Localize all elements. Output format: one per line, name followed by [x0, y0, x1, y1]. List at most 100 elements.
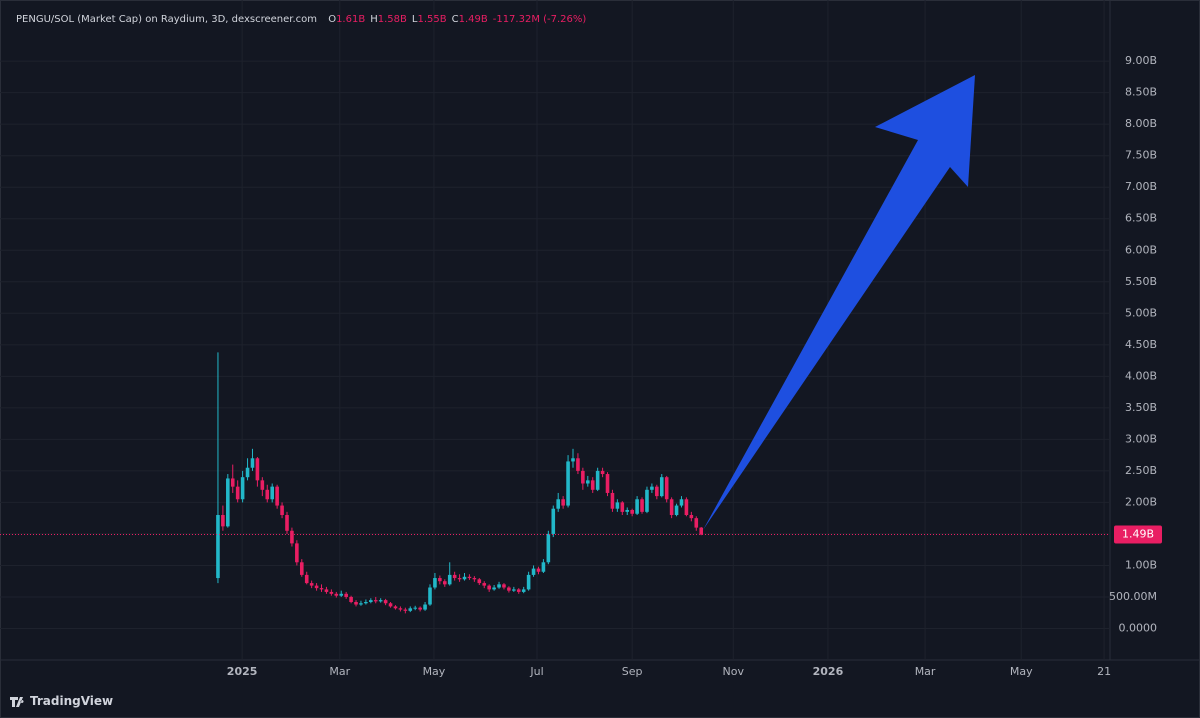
candle-body	[447, 574, 452, 585]
candle-body	[492, 587, 496, 590]
candle-body	[418, 607, 422, 610]
candle-body	[270, 486, 274, 500]
candle-body	[216, 515, 220, 579]
x-tick-label: Mar	[915, 665, 936, 678]
x-tick-label: Jul	[529, 665, 543, 678]
y-tick-label: 0.0000	[1119, 621, 1158, 634]
candle-body	[585, 480, 590, 484]
y-tick-label: 4.50B	[1125, 338, 1157, 351]
candle-body	[620, 502, 625, 512]
ohlc-key: H	[370, 14, 378, 25]
candle-body	[625, 509, 630, 512]
y-tick-label: 6.50B	[1125, 212, 1157, 225]
candle-body	[235, 486, 240, 500]
candle-body	[507, 587, 511, 591]
candle-body	[255, 458, 260, 481]
candle-body	[645, 489, 649, 512]
y-tick-label: 2.00B	[1125, 495, 1157, 508]
candle-body	[299, 562, 304, 575]
candle-body	[452, 574, 457, 579]
candle-body	[571, 458, 575, 462]
y-tick-label: 1.00B	[1125, 558, 1157, 571]
candle-body	[497, 584, 501, 588]
candle-body	[230, 478, 235, 487]
candle-body	[640, 499, 644, 512]
candle-body	[659, 477, 664, 497]
candle-body	[369, 600, 373, 603]
candle-body	[684, 499, 689, 516]
candle-body	[398, 608, 403, 610]
candle-body	[521, 589, 526, 592]
candle-body	[487, 585, 491, 590]
candle-body	[536, 568, 541, 572]
candle-body	[403, 609, 408, 611]
candle-body	[309, 583, 314, 586]
candle-body	[595, 470, 600, 490]
candle-body	[329, 591, 334, 594]
candle-body	[344, 593, 348, 597]
brand-logo	[10, 697, 24, 707]
candle-body	[477, 579, 482, 584]
candle-body	[349, 596, 353, 603]
candle-body	[561, 499, 565, 506]
candle-body	[334, 593, 339, 596]
candle-body	[526, 574, 531, 590]
ohlc-value: 1.61B	[336, 14, 366, 25]
y-tick-label: 7.00B	[1125, 180, 1157, 193]
candle-body	[265, 489, 270, 500]
x-tick-label: Nov	[723, 665, 745, 678]
y-tick-label: 5.50B	[1125, 275, 1157, 288]
x-tick-label: May	[1010, 665, 1033, 678]
y-tick-label: 6.00B	[1125, 243, 1157, 256]
candle-body	[482, 583, 487, 586]
chart-title: PENGU/SOL (Market Cap) on Raydium, 3D, d…	[16, 14, 317, 25]
last-price-box	[1114, 525, 1162, 544]
ohlc-key: L	[411, 14, 418, 25]
candle-body	[689, 515, 694, 519]
candle-body	[546, 533, 551, 563]
candle-body	[319, 588, 324, 590]
candle-body	[531, 568, 536, 575]
arrow	[703, 75, 975, 530]
candle-body	[630, 509, 634, 514]
x-tick-label: 2026	[813, 665, 844, 678]
candle-body	[566, 461, 570, 506]
candle-body	[472, 578, 477, 580]
candle-body	[413, 607, 418, 609]
candle-body	[502, 584, 506, 588]
candle-body	[516, 589, 521, 592]
candle-body	[250, 458, 255, 468]
candle-body	[393, 606, 398, 609]
y-tick-label: 8.50B	[1125, 86, 1157, 99]
candle-body	[650, 486, 654, 490]
candle-body	[467, 576, 472, 579]
candle-body	[699, 527, 704, 535]
candle-body	[442, 581, 447, 585]
candle-body	[275, 486, 279, 506]
candle-body	[378, 600, 383, 602]
y-tick-label: 8.00B	[1125, 117, 1157, 130]
candle-body	[512, 589, 516, 591]
y-tick-label: 5.00B	[1125, 306, 1157, 319]
candle-body	[408, 608, 413, 611]
y-tick-label: 2.50B	[1125, 464, 1157, 477]
candle-body	[373, 600, 378, 602]
candle-body	[581, 470, 585, 484]
candle-body	[364, 602, 368, 604]
candle-body	[245, 467, 250, 478]
candle-body	[551, 508, 556, 534]
y-tick-label: 500.00M	[1109, 590, 1157, 603]
y-tick-label: 9.00B	[1125, 54, 1157, 67]
candle-body	[240, 477, 245, 500]
candle-body	[615, 502, 620, 509]
candle-body	[576, 458, 580, 471]
candle-body	[556, 499, 561, 509]
y-tick-label: 3.50B	[1125, 401, 1157, 414]
change: -117.32M (-7.26%)	[492, 14, 587, 25]
candle-body	[655, 486, 659, 497]
ohlc-value: 1.55B	[417, 14, 447, 25]
candle-body	[635, 499, 639, 514]
candle-body	[280, 505, 284, 516]
candle-body	[354, 602, 358, 605]
